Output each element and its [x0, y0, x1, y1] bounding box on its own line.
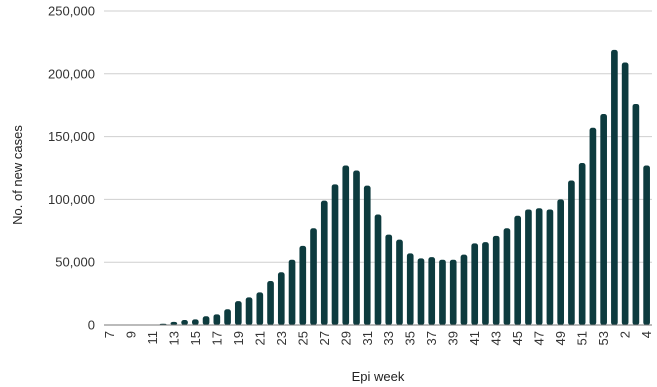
bar	[181, 319, 188, 325]
x-tick-label: 43	[489, 331, 504, 345]
bar	[557, 199, 564, 325]
bar	[621, 62, 629, 325]
bar	[632, 103, 640, 325]
x-tick-label: 27	[317, 331, 332, 345]
x-tick-label: 23	[274, 331, 289, 345]
bar	[353, 170, 360, 325]
x-tick-label: 29	[338, 331, 353, 345]
bar	[245, 297, 253, 325]
bar	[385, 234, 393, 325]
bars	[159, 49, 650, 325]
x-tick-label: 35	[403, 331, 418, 345]
bar	[578, 162, 586, 325]
x-tick-label: 33	[381, 331, 396, 345]
x-axis-title: Epi week	[352, 369, 405, 384]
x-tick-label: 15	[188, 331, 203, 345]
bar	[374, 214, 382, 325]
y-tick-label: 100,000	[48, 192, 95, 207]
bar	[363, 185, 371, 325]
x-tick-label: 37	[424, 331, 439, 345]
x-tick-label: 53	[596, 331, 611, 345]
y-axis-title: No. of new cases	[10, 125, 25, 225]
bar	[439, 259, 446, 325]
y-tick-label: 50,000	[55, 255, 95, 270]
x-tick-label: 47	[532, 331, 547, 345]
bar	[267, 281, 274, 325]
bar	[224, 309, 231, 325]
bar	[192, 319, 199, 325]
bar	[213, 314, 221, 325]
x-tick-label: 39	[446, 331, 461, 345]
bar	[525, 209, 532, 325]
bar	[535, 208, 543, 325]
x-tick-label: 41	[467, 331, 482, 345]
bar	[396, 239, 403, 325]
bar	[342, 165, 350, 325]
bar	[331, 184, 339, 325]
bar	[320, 200, 328, 325]
bar	[482, 242, 489, 325]
bar	[589, 127, 597, 325]
x-tick-label: 25	[295, 331, 310, 345]
bar	[256, 292, 264, 325]
x-tick-label: 49	[553, 331, 568, 345]
bar	[310, 228, 317, 325]
bar	[406, 253, 414, 325]
bar	[514, 215, 522, 325]
bar	[492, 235, 500, 325]
x-axis-ticks: 7 9 11 13 15 17 19 21 23 25 27 29 31 33 35 37 39 41 43 45 47…	[102, 331, 654, 345]
bar	[170, 321, 178, 325]
bar	[600, 113, 607, 325]
y-tick-label: 0	[88, 318, 95, 333]
x-tick-label: 2	[618, 331, 633, 338]
x-tick-label: 17	[209, 331, 224, 345]
x-tick-label: 51	[575, 331, 590, 345]
bar	[234, 301, 242, 325]
bar	[202, 316, 210, 325]
bar	[546, 209, 554, 325]
bar	[417, 258, 425, 325]
bar	[471, 243, 479, 325]
y-axis-ticks: 0 50,000 100,000 150,000 200,000 250,000	[48, 4, 95, 333]
bar	[288, 259, 296, 325]
bar	[503, 228, 511, 325]
bar	[299, 245, 307, 325]
x-tick-label: 45	[510, 331, 525, 345]
y-tick-label: 200,000	[48, 66, 95, 81]
x-tick-label: 4	[639, 331, 654, 338]
bar	[428, 257, 436, 325]
x-tick-label: 9	[123, 331, 138, 338]
bar	[643, 165, 650, 325]
x-tick-label: 31	[360, 331, 375, 345]
bar	[611, 49, 618, 325]
bar	[277, 272, 285, 325]
x-tick-label: 13	[166, 331, 181, 345]
bar	[449, 259, 457, 325]
x-tick-label: 21	[252, 331, 267, 345]
y-tick-label: 150,000	[48, 129, 95, 144]
bar	[460, 254, 468, 325]
x-tick-label: 7	[102, 331, 117, 338]
x-tick-label: 11	[145, 331, 160, 345]
x-tick-label: 19	[231, 331, 246, 345]
y-tick-label: 250,000	[48, 4, 95, 19]
bar	[568, 180, 575, 325]
